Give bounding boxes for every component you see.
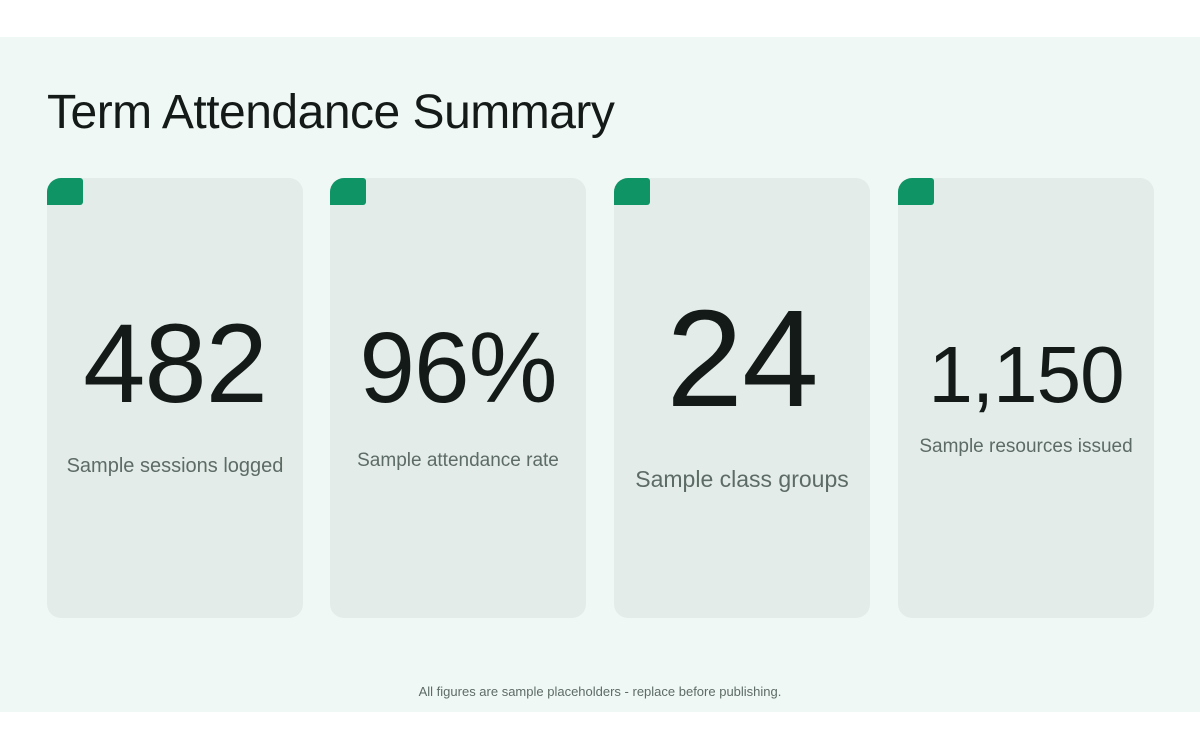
stat-card-resources-issued: 1,150 Sample resources issued bbox=[898, 178, 1154, 618]
stat-value: 24 bbox=[666, 282, 819, 436]
stat-value: 482 bbox=[83, 301, 268, 426]
slide-title: Term Attendance Summary bbox=[47, 86, 615, 139]
card-accent-tab bbox=[330, 178, 366, 205]
card-accent-tab bbox=[614, 178, 650, 205]
stat-card-attendance-rate: 96% Sample attendance rate bbox=[330, 178, 586, 618]
stat-value: 1,150 bbox=[928, 330, 1124, 419]
card-accent-tab bbox=[898, 178, 934, 205]
stat-label: Sample class groups bbox=[635, 466, 849, 492]
footer-note: All figures are sample placeholders - re… bbox=[418, 684, 782, 699]
card-accent-tab bbox=[47, 178, 83, 205]
stat-card-class-groups: 24 Sample class groups bbox=[614, 178, 870, 618]
stat-label: Sample sessions logged bbox=[66, 455, 284, 477]
stat-card-sessions: 482 Sample sessions logged bbox=[47, 178, 303, 618]
slide: Term Attendance Summary 482 Sample sessi… bbox=[0, 37, 1200, 712]
stat-label: Sample resources issued bbox=[919, 436, 1133, 457]
stat-value: 96% bbox=[359, 312, 557, 424]
stat-label: Sample attendance rate bbox=[357, 450, 559, 471]
